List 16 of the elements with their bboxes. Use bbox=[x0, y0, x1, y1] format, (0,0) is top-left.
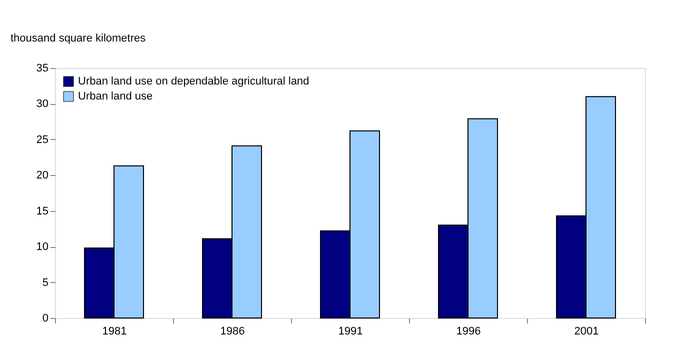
y-axis-title: thousand square kilometres bbox=[10, 32, 146, 44]
y-tick-label: 15 bbox=[36, 205, 48, 218]
y-tick-label: 0 bbox=[42, 312, 48, 324]
legend-label: Urban land use on dependable agricultural land bbox=[78, 76, 310, 88]
x-tick-label: 2001 bbox=[574, 326, 599, 338]
x-tick-label: 1991 bbox=[338, 326, 363, 338]
legend-label: Urban land use bbox=[78, 90, 153, 102]
y-tick-label: 20 bbox=[36, 170, 48, 182]
y-tick-label: 30 bbox=[36, 98, 48, 110]
x-tick-label: 1981 bbox=[102, 326, 127, 338]
y-tick-label: 35 bbox=[36, 62, 48, 74]
x-tick-label: 1986 bbox=[220, 326, 245, 338]
y-tick-label: 10 bbox=[36, 241, 48, 254]
y-tick-label: 5 bbox=[42, 276, 48, 289]
x-tick-label: 1996 bbox=[456, 326, 481, 338]
y-tick-label: 25 bbox=[36, 134, 48, 146]
